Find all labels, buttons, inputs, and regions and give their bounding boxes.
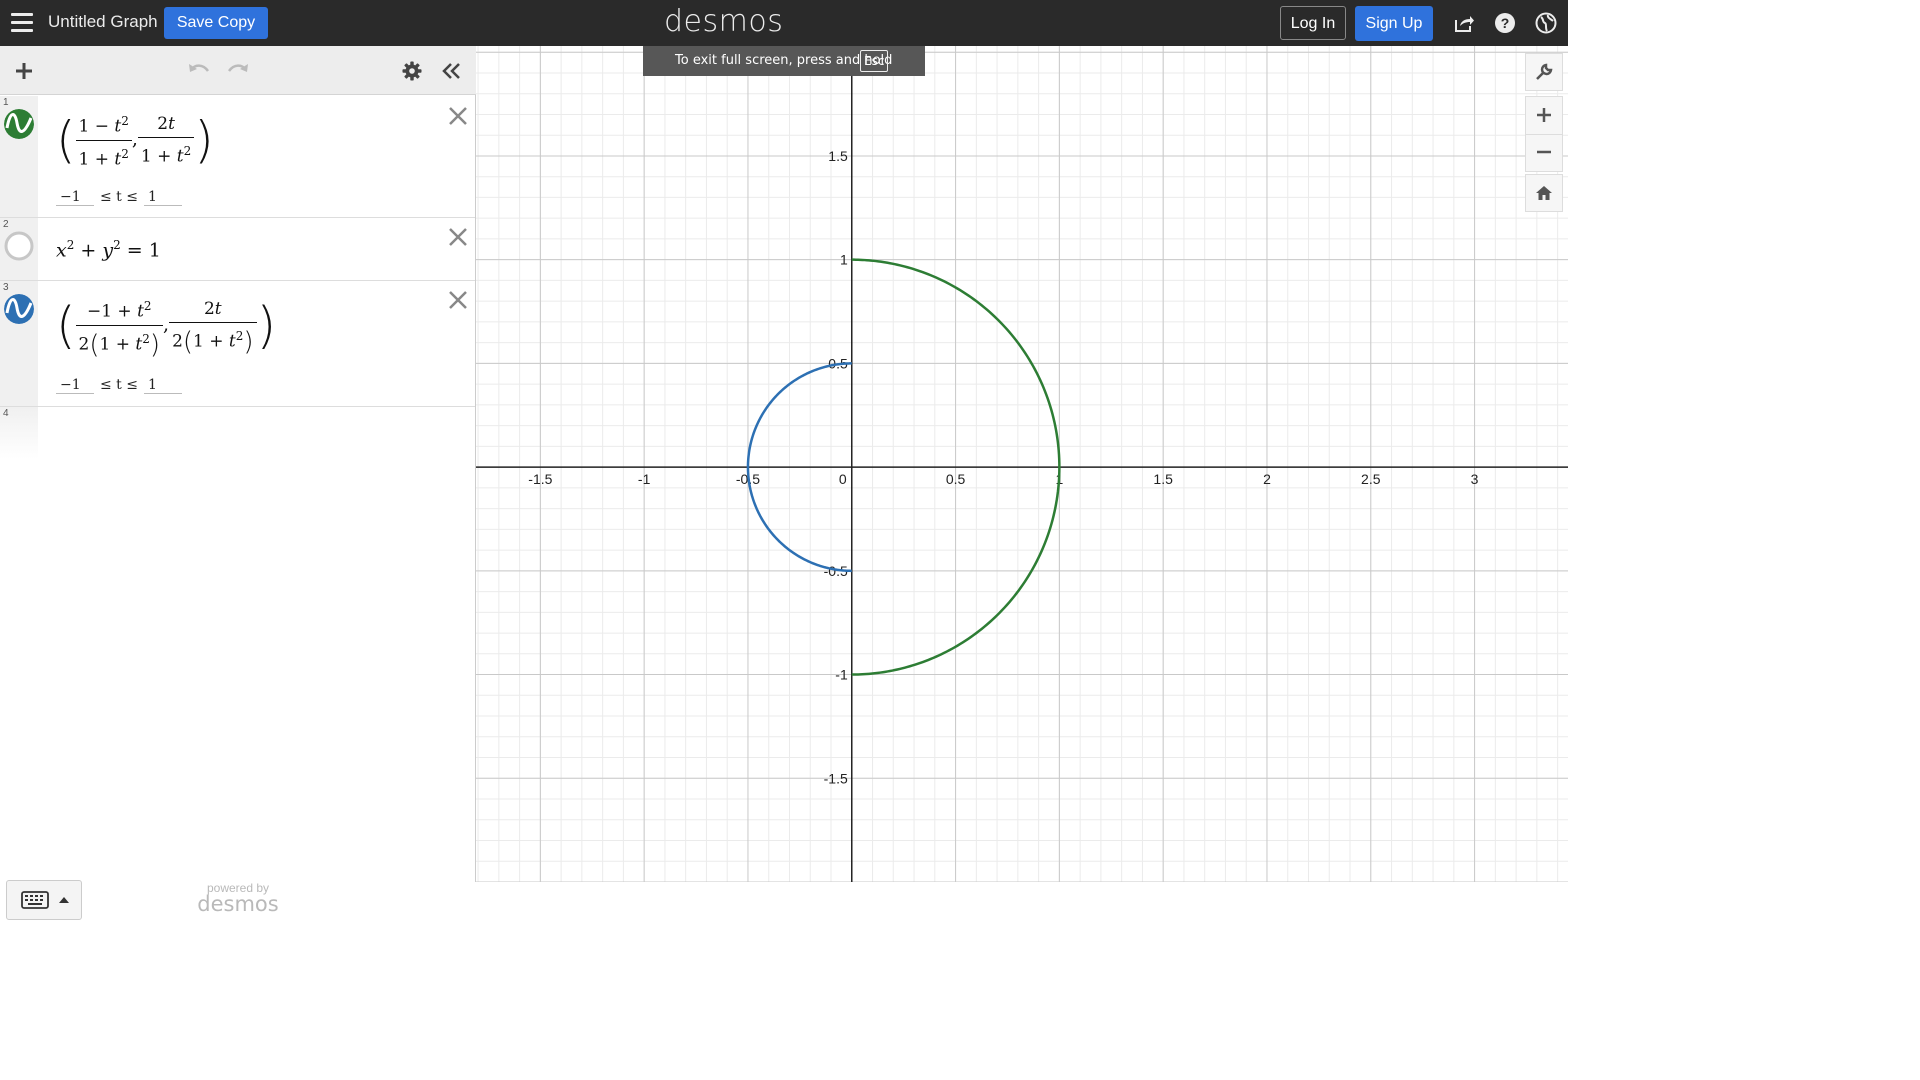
zoom-controls — [1525, 96, 1563, 172]
expression-row-1[interactable]: 1 (1 − t2 1 + t2, 2t 1 + t2) −1 ≤ t ≤ 1 — [0, 96, 475, 218]
expression-math-1[interactable]: (1 − t2 1 + t2, 2t 1 + t2) — [56, 108, 214, 172]
share-icon[interactable] — [1453, 12, 1475, 34]
caret-up-icon — [59, 897, 69, 903]
expression-number: 2 — [3, 219, 9, 230]
x-tick-label: 2.5 — [1361, 471, 1381, 487]
expression-tab: 2 — [0, 218, 38, 280]
curve-expr1 — [851, 258, 1061, 676]
domain-max-input[interactable]: 1 — [144, 377, 182, 394]
domain-row-1: −1 ≤ t ≤ 1 — [56, 189, 182, 206]
expression-tab: 1 — [0, 96, 38, 217]
delete-expression-icon[interactable] — [447, 226, 469, 248]
y-tick-label: 1 — [840, 252, 848, 268]
x-tick-label: -1 — [638, 471, 651, 487]
x-tick-label: 1.5 — [1153, 471, 1173, 487]
y-tick-label: -1.5 — [824, 770, 848, 786]
svg-text:?: ? — [1501, 15, 1510, 31]
y-tick-label: -1 — [835, 667, 848, 683]
help-icon[interactable]: ? — [1494, 12, 1516, 34]
zoom-in-icon[interactable] — [1536, 107, 1552, 123]
graph-paper[interactable]: -1.5 -1 -0.5 0 0.5 1 1.5 2 2.5 3 1.5 1 0.5 -0.5 -1 -1.5 — [476, 46, 1568, 882]
expression-math-3[interactable]: (−1 + t2 2(1 + t2), 2t 2(1 + t2)) — [56, 293, 276, 357]
powered-by-label: powered by — [206, 881, 270, 895]
x-tick-label: -1.5 — [528, 471, 552, 487]
x-tick-label: 2 — [1263, 471, 1271, 487]
graph-title[interactable]: Untitled Graph — [48, 12, 158, 31]
domain-max-input[interactable]: 1 — [144, 189, 182, 206]
wrench-icon — [1536, 63, 1553, 80]
expression-math-2[interactable]: x2 + y2 = 1 — [56, 238, 161, 262]
curve-expr3 — [746, 362, 852, 573]
expression-tab: 3 — [0, 281, 38, 406]
x-tick-label: 0.5 — [946, 471, 966, 487]
sign-up-button[interactable]: Sign Up — [1355, 6, 1433, 41]
settings-gear-icon[interactable] — [402, 61, 422, 81]
powered-by-logo: desmos — [197, 892, 279, 916]
delete-expression-icon[interactable] — [447, 289, 469, 311]
domain-min-input[interactable]: −1 — [56, 377, 94, 394]
zoom-out-icon[interactable] — [1536, 144, 1552, 160]
graph-settings-button[interactable] — [1525, 53, 1563, 91]
new-expression-row[interactable]: 4 — [0, 407, 38, 459]
menu-icon[interactable] — [11, 13, 33, 33]
expression-number: 4 — [3, 408, 9, 419]
fullscreen-notice-text: To exit full screen, press and hold — [675, 53, 893, 68]
keyboard-toggle-button[interactable] — [6, 880, 82, 920]
expression-number: 1 — [3, 97, 9, 108]
home-icon — [1536, 186, 1552, 200]
keyboard-icon — [21, 891, 49, 909]
undo-icon[interactable] — [187, 61, 211, 79]
domain-row-3: −1 ≤ t ≤ 1 — [56, 377, 182, 394]
expression-list: 1 (1 − t2 1 + t2, 2t 1 + t2) −1 ≤ t ≤ 1 2 x2 … — [0, 46, 476, 920]
domain-variable-label: ≤ t ≤ — [100, 377, 138, 393]
fullscreen-notice: To exit full screen, press and hold Esc — [643, 46, 925, 76]
domain-variable-label: ≤ t ≤ — [100, 189, 138, 205]
expression-row-2[interactable]: 2 x2 + y2 = 1 — [0, 218, 475, 281]
default-viewport-button[interactable] — [1525, 174, 1563, 212]
y-tick-label: 1.5 — [828, 148, 848, 164]
add-item-icon[interactable] — [14, 61, 34, 81]
globe-icon[interactable] — [1535, 12, 1557, 34]
x-tick-label: 3 — [1471, 471, 1479, 487]
parametric-wave-icon[interactable] — [4, 294, 34, 324]
desmos-logo: desmos — [664, 4, 784, 39]
x-tick-label: 0 — [839, 471, 847, 487]
parametric-wave-icon[interactable] — [4, 109, 34, 139]
powered-by-desmos[interactable]: powered by desmos — [196, 882, 280, 915]
domain-min-input[interactable]: −1 — [56, 189, 94, 206]
esc-key-badge: Esc — [860, 50, 889, 72]
expression-row-3[interactable]: 3 (−1 + t2 2(1 + t2), 2t 2(1 + t2)) −1 ≤ t ≤… — [0, 281, 475, 407]
hidden-circle-icon[interactable] — [4, 231, 34, 261]
log-in-button[interactable]: Log In — [1280, 6, 1346, 40]
redo-icon[interactable] — [226, 61, 250, 79]
top-bar: Untitled Graph Save Copy desmos Log In S… — [0, 0, 1568, 46]
expression-toolbar — [0, 46, 476, 95]
delete-expression-icon[interactable] — [447, 105, 469, 127]
collapse-panel-icon[interactable] — [442, 62, 462, 80]
expression-number: 3 — [3, 282, 9, 293]
graph-canvas[interactable]: -1.5 -1 -0.5 0 0.5 1 1.5 2 2.5 31.510.5-0.5-1-1.5 — [476, 46, 1568, 882]
save-copy-button[interactable]: Save Copy — [164, 7, 268, 39]
